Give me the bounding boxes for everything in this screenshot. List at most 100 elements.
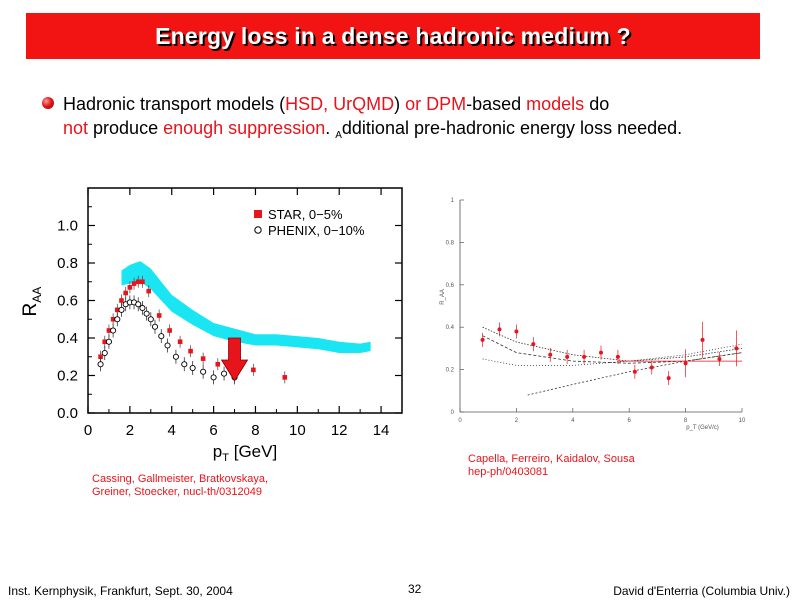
model-band (121, 261, 371, 353)
phenix-point (181, 361, 188, 368)
data-point (734, 346, 739, 351)
star-point (200, 356, 206, 361)
legend-star-marker (254, 210, 262, 218)
red-arrow-icon (220, 337, 249, 382)
x-tick-label: 8 (251, 422, 259, 439)
y-axis-label: RAA (20, 287, 44, 317)
data-point (514, 329, 519, 334)
x-tick-label: 14 (373, 422, 390, 439)
bullet-part-highlight: HSD, UrQMD (285, 94, 395, 114)
data-point (531, 342, 536, 347)
y-tick-label: 0.6 (57, 293, 78, 310)
phenix-point (200, 368, 207, 375)
bullet-part-subscript: A (335, 130, 342, 141)
slide-title: Energy loss in a dense hadronic medium ? (155, 22, 631, 49)
y-tick-label: 0.6 (446, 283, 455, 289)
y-tick-label: 0.2 (57, 368, 78, 385)
star-point (131, 281, 137, 286)
phenix-point (114, 316, 121, 323)
star-point (115, 307, 120, 313)
data-point (497, 327, 502, 332)
star-point (167, 328, 172, 333)
y-tick-label: 0.2 (446, 368, 455, 374)
phenix-point (118, 306, 125, 313)
raa-chart-right: 0 2 4 6 8 10 0 0.2 0.4 0.6 0.8 1 p_T (GeV/c) R_AA (440, 198, 746, 431)
x-tick-label: 8 (684, 418, 688, 424)
footer-right: David d'Enterria (Columbia Univ.) (613, 584, 790, 598)
y-tick-label: 0.0 (57, 405, 78, 422)
phenix-point (110, 327, 117, 334)
x-axis-label: p_T (GeV/c) (686, 425, 719, 431)
raa-chart-left: 0 2 4 6 8 10 12 14 0.0 0.2 0.4 0.6 0.8 1.0 pT [GeV] RAA… (20, 187, 403, 464)
model-curve-upper (482, 326, 743, 362)
y-axis-label: R_AA (440, 289, 446, 305)
footer-page-number: 32 (408, 582, 422, 596)
x-tick-label: 12 (331, 422, 348, 439)
y-tick-label: 0 (451, 410, 455, 416)
data-point (717, 357, 722, 361)
model-curve-mid (482, 335, 743, 364)
phenix-point (158, 333, 165, 340)
phenix-point (97, 361, 104, 368)
star-point (110, 316, 116, 322)
star-point (251, 367, 256, 373)
star-point (188, 348, 193, 354)
credit-right-line1: Capella, Ferreiro, Kaidalov, Sousa (468, 453, 635, 465)
star-point (140, 279, 145, 285)
bullet-part: produce (88, 118, 164, 138)
star-point (123, 290, 128, 296)
y-tick-label: 0.4 (57, 330, 78, 347)
star-point (282, 375, 288, 380)
star-point (156, 313, 162, 318)
x-tick-label: 0 (458, 418, 462, 424)
model-curve-rising (527, 352, 743, 396)
footer-left: Inst. Kernphysik, Frankfurt, Sept. 30, 2… (8, 584, 233, 598)
phenix-point (189, 364, 196, 372)
bullet-icon (42, 97, 54, 109)
legend-star-label: STAR, 0−5% (268, 207, 343, 222)
phenix-point (105, 338, 112, 345)
x-axis-label-main: p (213, 442, 222, 461)
phenix-point (151, 323, 159, 330)
credit-left-line1: Cassing, Gallmeister, Bratkovskaya, (92, 473, 269, 485)
x-tick-label: 2 (515, 418, 519, 424)
star-point (127, 285, 133, 290)
phenix-point (101, 349, 108, 357)
bullet-part: do (584, 94, 610, 114)
data-point (480, 337, 485, 342)
data-point (548, 352, 553, 357)
bullet-part-highlight: not (63, 118, 89, 138)
bullet-part: ) (394, 94, 406, 114)
y-tick-label: 0.8 (57, 255, 78, 272)
phenix-point (221, 370, 228, 377)
bullet-part-highlight: or DPM (405, 94, 467, 114)
y-tick-label: 1.0 (57, 218, 78, 235)
x-tick-label: 10 (739, 418, 746, 424)
plot-frame (87, 187, 403, 414)
phenix-point (143, 310, 150, 317)
y-axis-label-main: R (20, 303, 41, 317)
x-tick-label: 6 (628, 418, 632, 424)
phenix-point (172, 353, 179, 360)
star-point (102, 339, 108, 345)
bullet-part: -based (466, 94, 527, 114)
credit-left: Cassing, Gallmeister, Bratkovskaya, Grei… (92, 473, 268, 499)
title-banner: Energy loss in a dense hadronic medium ? (26, 13, 760, 59)
star-point (146, 288, 152, 294)
star-point (119, 298, 124, 303)
x-tick-label: 10 (289, 422, 306, 439)
phenix-point (210, 374, 217, 381)
legend-phenix-marker (254, 226, 262, 234)
star-point (177, 339, 183, 345)
data-point (615, 354, 620, 359)
bullet-part-highlight: models (526, 94, 585, 114)
data-point (565, 354, 570, 359)
model-curve-low (482, 343, 743, 366)
x-tick-label: 0 (84, 422, 92, 439)
star-point (106, 328, 112, 333)
bullet-part: Hadronic transport models ( (63, 94, 286, 114)
y-axis-label-sub: AA (30, 287, 44, 303)
x-tick-label: 4 (571, 418, 575, 424)
data-point (683, 361, 688, 366)
x-axis-label: pT [GeV] (213, 442, 277, 464)
